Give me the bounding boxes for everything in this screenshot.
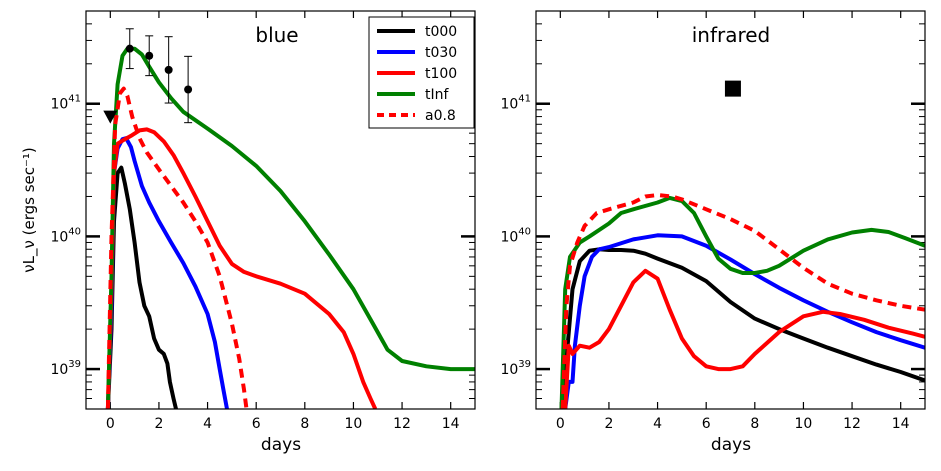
infrared-xtick-label-10: 10 [795,416,813,432]
infrared-series-t000 [560,247,925,409]
blue-xtick-label-4: 4 [203,416,212,432]
infrared-panel: infrared days 0 2 4 6 8 10 12 14 1039 1040 1041 [500,10,926,455]
infrared-xtick-label-4: 4 [653,416,662,432]
blue-xtick-label-8: 8 [300,416,309,432]
blue-ytick-label-1: 1040 [50,226,81,245]
blue-ytick-label-0: 1039 [50,359,81,378]
infrared-panel-title: infrared [692,23,771,47]
blue-xtick-label-2: 2 [154,416,163,432]
blue-xtick-label-14: 14 [442,416,460,432]
infrared-ytick-label-2: 1041 [500,94,531,113]
infrared-xtick-label-14: 14 [892,416,910,432]
infrared-xtick-label-2: 2 [604,416,613,432]
infrared-ytick-label-0: 1039 [500,359,531,378]
blue-panel: blue days νL_ν (ergs sec⁻¹) 0 2 4 6 8 10 12 14 1… [20,10,476,455]
infrared-xtick-label-0: 0 [556,416,565,432]
blue-series-tinf [105,46,475,409]
blue-data-point [184,85,193,94]
blue-data-point [125,44,134,53]
infrared-series-tinf [559,195,925,409]
legend-label-t030: t030 [425,45,457,61]
infrared-ytick-label-1: 1040 [500,226,531,245]
blue-ytick-label-2: 1041 [50,94,81,113]
blue-series-t000 [105,165,178,409]
infrared-xtick-label-6: 6 [702,416,711,432]
blue-xtick-label-12: 12 [393,416,411,432]
infrared-series-group [559,193,925,409]
blue-panel-ylabel: νL_ν (ergs sec⁻¹) [20,147,39,273]
blue-panel-title: blue [255,23,298,47]
blue-series-t100 [105,127,378,409]
infrared-plot-frame [535,10,926,410]
legend-label-t100: t100 [425,66,457,82]
blue-panel-xlabel: days [261,435,301,455]
infrared-xtick-label-12: 12 [843,416,861,432]
infrared-series-t100 [563,268,925,409]
legend-label-a0-8: a0.8 [425,108,456,124]
blue-xtick-label-6: 6 [252,416,261,432]
infrared-data-square [724,80,741,97]
blue-data-point [164,65,173,74]
blue-series-group [105,46,475,409]
infrared-series-t030 [563,233,925,409]
legend-label-t000: t000 [425,24,457,40]
blue-upper-limit-marker [103,110,118,124]
blue-plot-frame [85,10,476,410]
infrared-series-a0-8 [560,193,925,409]
blue-xtick-label-10: 10 [345,416,363,432]
infrared-panel-xlabel: days [711,435,751,455]
blue-data-point [145,51,154,60]
legend-label-tinf: tInf [425,87,449,103]
blue-xtick-label-0: 0 [106,416,115,432]
infrared-xtick-label-8: 8 [750,416,759,432]
blue-series-a0-8 [105,86,249,409]
